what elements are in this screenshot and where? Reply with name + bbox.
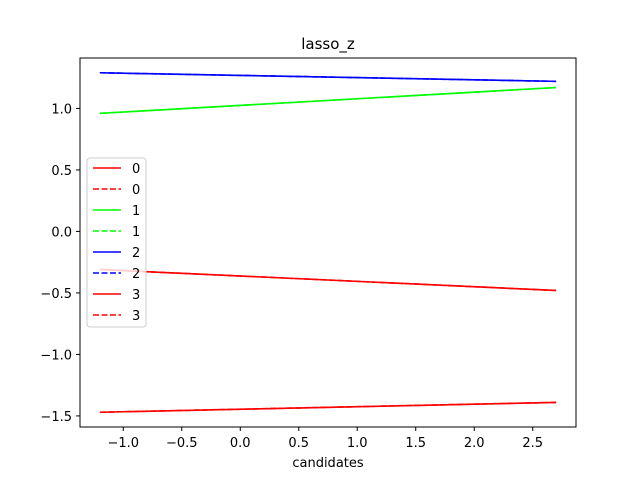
legend-label: 2: [132, 267, 140, 282]
legend: 0 0 1 1 2 2 3 3: [86, 157, 147, 328]
legend-label: 3: [132, 309, 140, 324]
x-axis-ticks: −1.0 −0.5 0.0 0.5 1.0 1.5 2.0 2.5: [107, 427, 543, 451]
plot-frame: [79, 57, 577, 428]
x-axis-label: candidates: [292, 456, 364, 471]
x-tick-label: 2.5: [522, 436, 543, 451]
legend-box: [86, 157, 147, 328]
y-tick-label: 1.0: [51, 102, 72, 117]
legend-label: 1: [132, 225, 140, 240]
plot-lines: [99, 71, 557, 414]
x-tick-label: 1.0: [347, 436, 368, 451]
series-line-2-solid: [99, 71, 557, 83]
legend-label: 2: [132, 246, 140, 261]
y-axis-ticks: −1.5 −1.0 −0.5 0.0 0.5 1.0: [40, 102, 80, 425]
y-tick-label: −0.5: [40, 287, 72, 302]
x-tick-label: 0.0: [230, 436, 251, 451]
series-line-3-solid: [99, 401, 557, 414]
chart-title: lasso_z: [301, 35, 355, 54]
x-tick-label: −1.0: [107, 436, 139, 451]
x-tick-label: −0.5: [166, 436, 198, 451]
legend-label: 1: [132, 204, 140, 219]
x-tick-label: 0.5: [288, 436, 309, 451]
legend-label: 0: [132, 162, 140, 177]
series-line-1-solid: [99, 86, 557, 115]
y-tick-label: 0.5: [51, 164, 72, 179]
y-tick-label: −1.5: [40, 410, 72, 425]
y-tick-label: 0.0: [51, 225, 72, 240]
x-tick-label: 1.5: [405, 436, 426, 451]
legend-label: 3: [132, 288, 140, 303]
legend-label: 0: [132, 183, 140, 198]
y-tick-label: −1.0: [40, 348, 72, 363]
x-tick-label: 2.0: [464, 436, 485, 451]
series-line-0-solid: [99, 268, 557, 292]
